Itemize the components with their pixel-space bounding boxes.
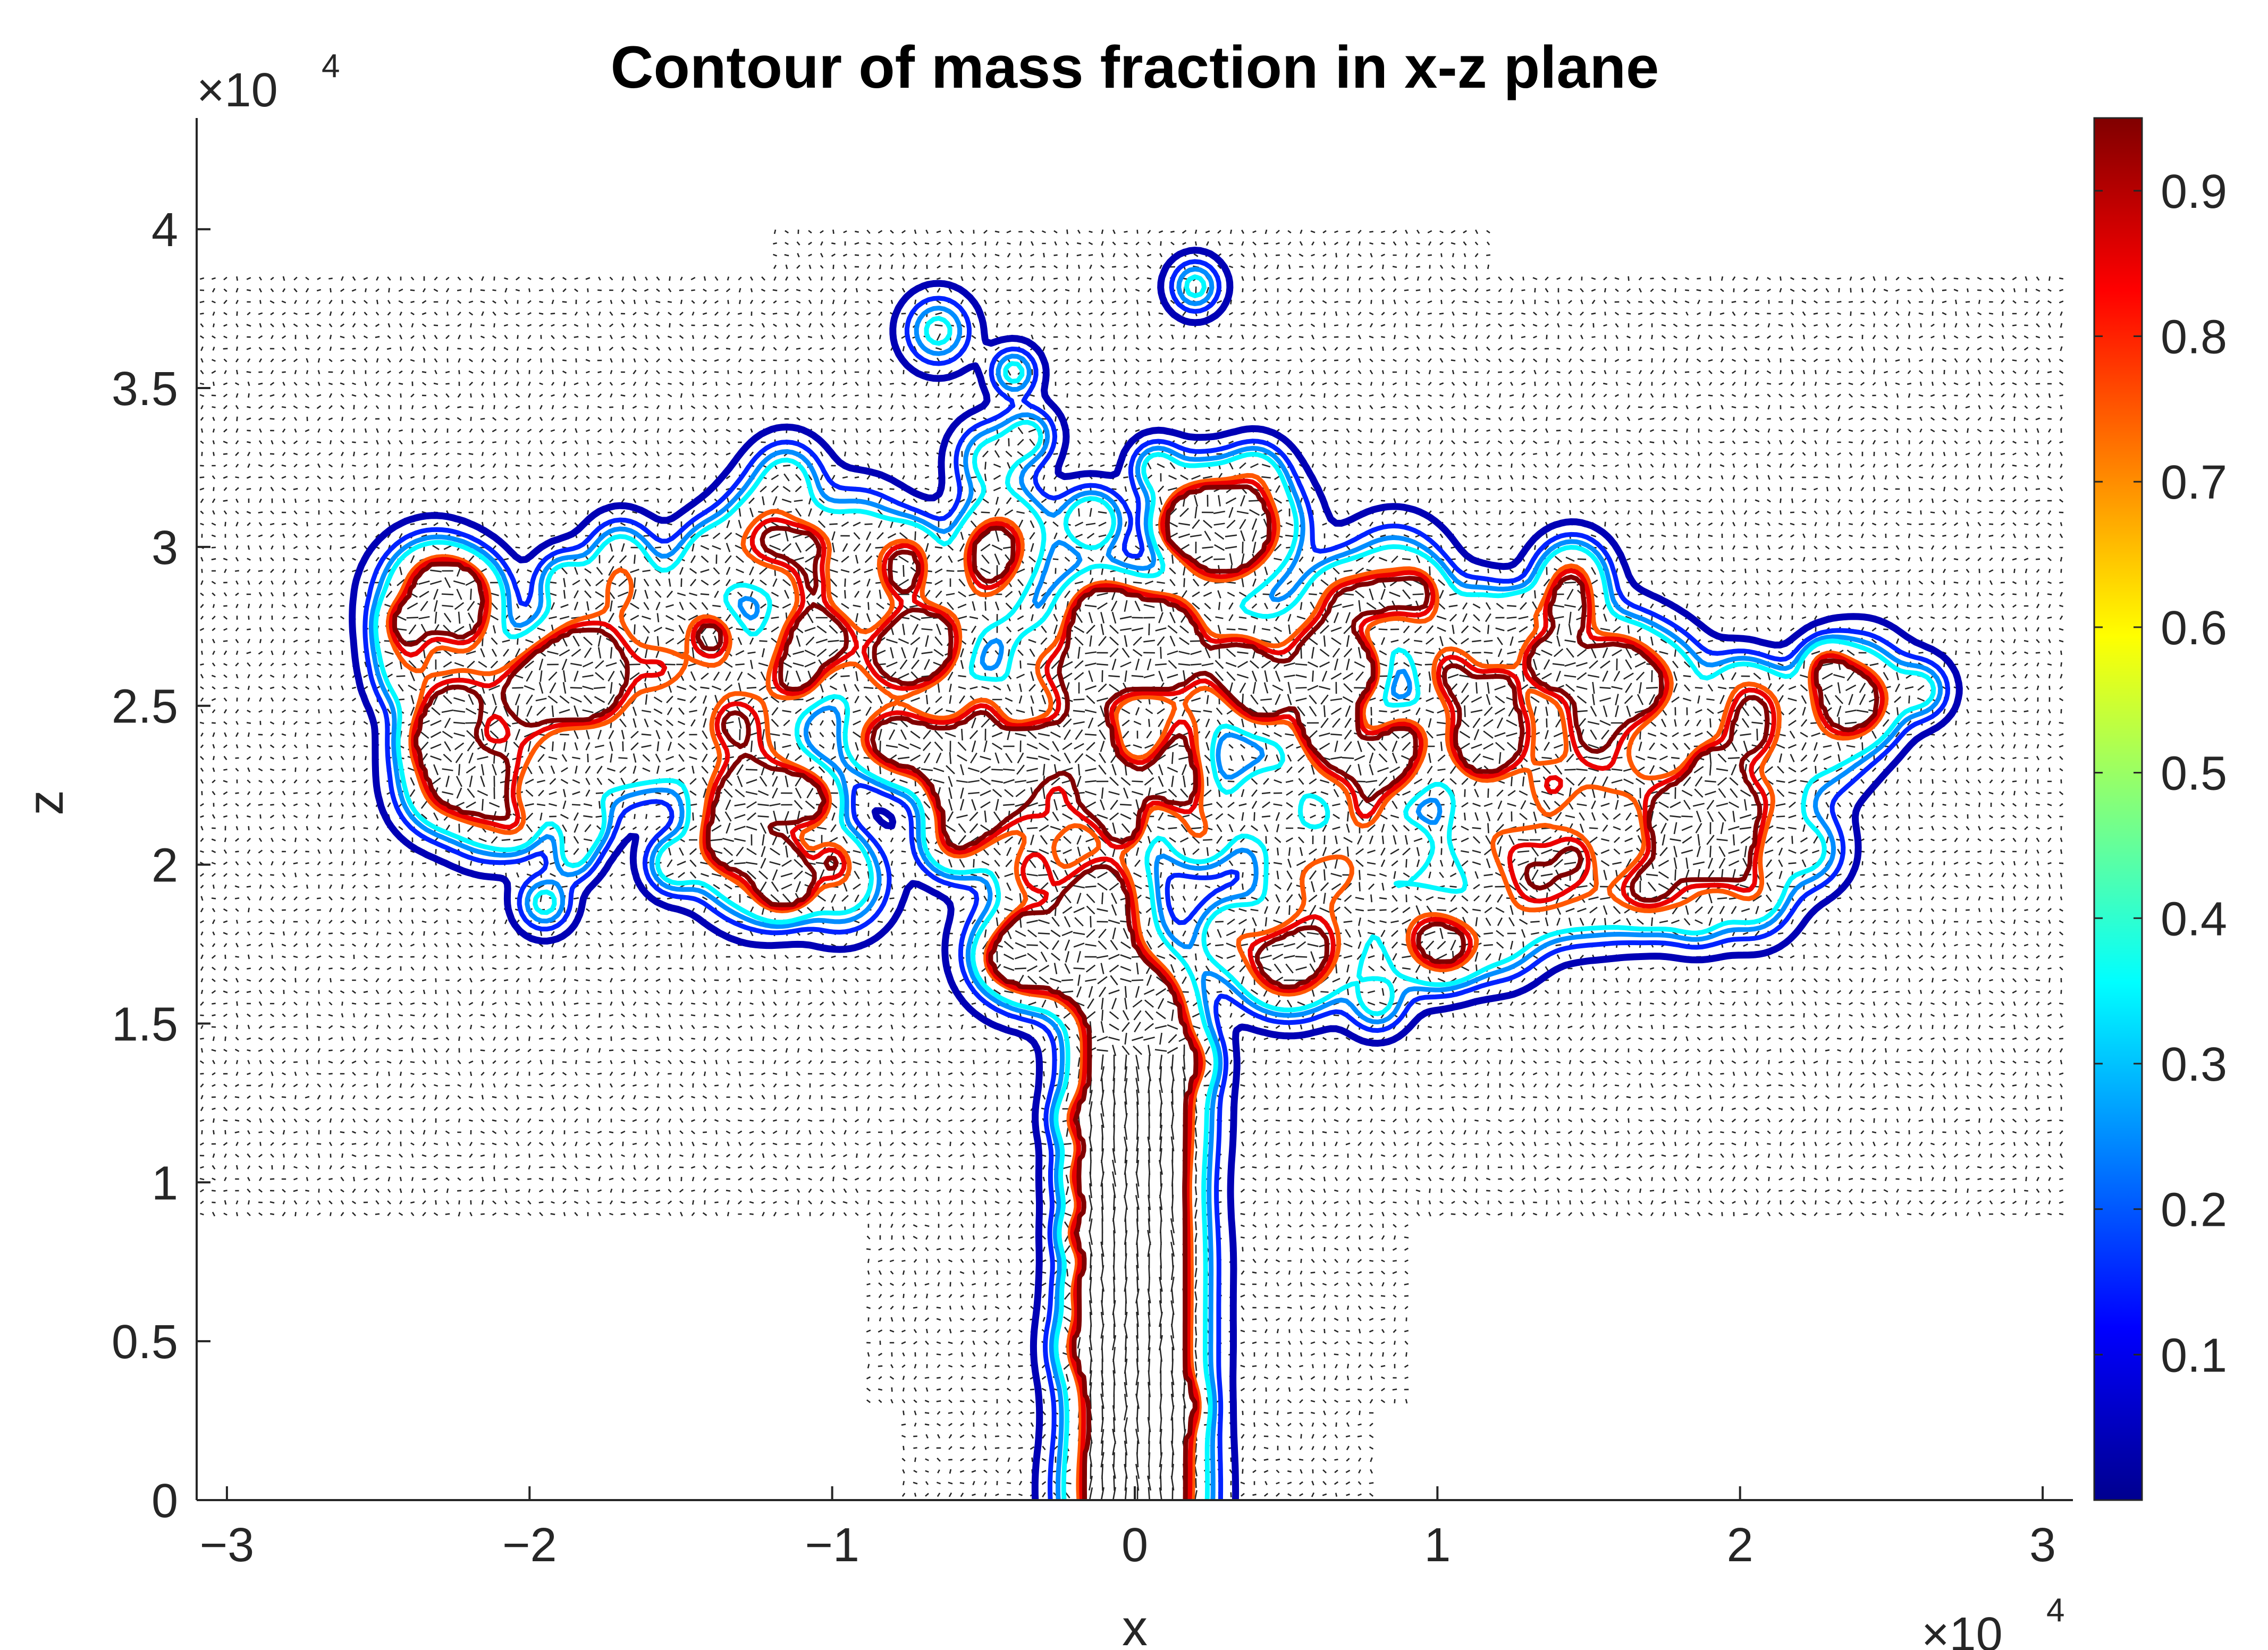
colorbar-tick-label: 0.8 [2161,311,2227,364]
colorbar: 0.1 0.2 0.3 0.4 0.5 0.6 0.7 0.8 0.9 [2093,117,2227,1501]
colorbar-tick-label: 0.5 [2161,747,2227,801]
y-axis-label: z [17,790,74,815]
y-tick-label: 1.5 [112,998,178,1051]
x-exponent-base: ×10 [1921,1608,2003,1650]
y-tick-label: 4 [151,204,178,257]
y-exponent-base: ×10 [197,64,278,117]
colorbar-tick-label: 0.7 [2161,456,2227,509]
y-tick-label: 0.5 [112,1316,178,1369]
quiver-field [199,229,2064,1500]
contour-level [389,478,1885,1500]
contour-level [392,484,1879,1500]
colorbar-tick-label: 0.1 [2161,1329,2227,1382]
quiver-arrows [199,229,2064,1500]
x-tick-label: 3 [2029,1519,2056,1572]
colorbar-ticks: 0.1 0.2 0.3 0.4 0.5 0.6 0.7 0.8 0.9 [2094,165,2227,1382]
x-tick-label: 1 [1424,1519,1451,1572]
contour-lines [349,247,1963,1500]
x-tick-label: 0 [1122,1519,1148,1572]
y-tick-label: 1 [151,1157,178,1210]
colorbar-gradient [2093,117,2143,1501]
x-tick-label: 2 [1727,1519,1753,1572]
colorbar-tick-label: 0.4 [2161,893,2227,946]
contour-level [386,473,1889,1500]
x-axis-label: x [1122,1600,1148,1650]
y-exponent-power: 4 [322,48,340,85]
chart-title: Contour of mass fraction in x-z plane [611,34,1659,100]
x-exponent-power: 4 [2046,1592,2064,1629]
contour-level [362,259,1950,1500]
colorbar-tick-label: 0.9 [2161,165,2227,218]
contour-level [369,266,1943,1500]
contour-level [373,274,1936,1500]
x-exponent: ×10 4 [1921,1592,2064,1650]
y-tick-label: 2.5 [112,680,178,734]
axes [196,118,2073,1501]
y-tick-label: 2 [151,839,178,893]
plot-area [199,229,2064,1500]
y-exponent: ×10 4 [197,48,340,117]
x-ticks: −3 −2 −1 0 1 2 3 [200,1486,2056,1572]
y-ticks: 0 0.5 1 1.5 2 2.5 3 3.5 4 [112,204,210,1528]
y-tick-label: 3 [151,521,178,575]
y-tick-label: 3.5 [112,363,178,416]
x-tick-label: −3 [200,1519,255,1572]
x-tick-label: −2 [502,1519,557,1572]
colorbar-tick-label: 0.3 [2161,1038,2227,1091]
colorbar-tick-label: 0.6 [2161,602,2227,655]
colorbar-tick-label: 0.2 [2161,1184,2227,1237]
x-tick-label: −1 [805,1519,859,1572]
y-tick-label: 0 [151,1475,178,1528]
contour-level [349,247,1963,1500]
